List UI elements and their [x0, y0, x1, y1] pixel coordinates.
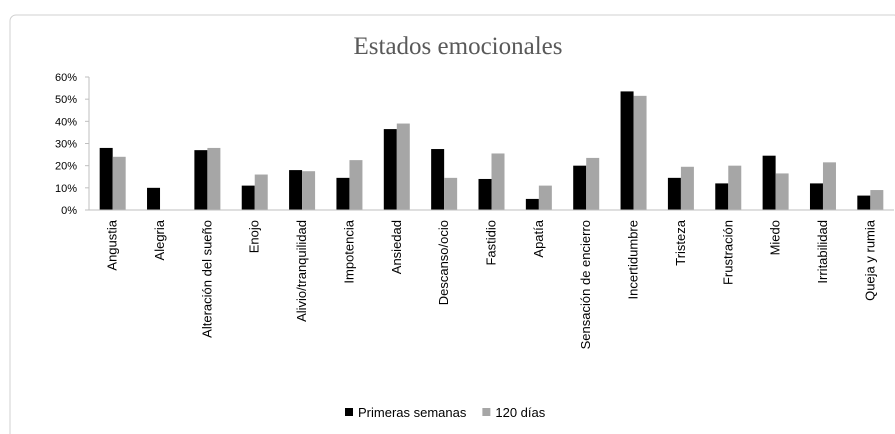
legend-label: 120 días	[495, 405, 545, 420]
x-tick-label: Incertidumbre	[626, 220, 641, 299]
bar	[667, 177, 681, 210]
bar	[396, 123, 410, 210]
x-tick-label: Miedo	[768, 220, 783, 255]
bar	[857, 195, 871, 210]
bar	[241, 185, 255, 210]
x-tick-label: Irritabilidad	[815, 220, 830, 284]
bar	[775, 173, 789, 210]
bar	[99, 147, 113, 210]
bar	[349, 160, 363, 210]
x-tick-label: Ansiedad	[389, 220, 404, 274]
bar	[586, 157, 600, 210]
bar	[715, 183, 729, 210]
y-tick-label: 30%	[55, 139, 77, 151]
bar	[538, 185, 552, 210]
x-tick-label: Enojo	[247, 220, 262, 253]
y-tick-label: 50%	[55, 94, 77, 106]
y-tick-label: 60%	[55, 72, 77, 84]
bar	[289, 170, 303, 210]
bar	[147, 187, 161, 210]
legend-label: Primeras semanas	[358, 405, 467, 420]
bar	[336, 177, 350, 210]
bar	[383, 129, 397, 210]
x-tick-label: Alteración del sueño	[199, 220, 214, 338]
x-tick-label: Frustración	[720, 220, 735, 285]
bar	[491, 153, 505, 210]
x-tick-label: Queja y rumia	[862, 219, 877, 301]
chart-frame	[9, 14, 895, 434]
x-tick-label: Angustia	[105, 219, 120, 270]
bar	[728, 165, 742, 210]
x-tick-label: Impotencia	[341, 219, 356, 283]
x-tick-label: Sensación de encierro	[578, 220, 593, 349]
bar	[762, 155, 776, 210]
x-tick-label: Alivio/tranquilidad	[294, 220, 309, 322]
x-tick-label: Tristeza	[673, 219, 688, 266]
bar	[680, 166, 694, 210]
y-tick-label: 40%	[55, 116, 77, 128]
y-tick-label: 0%	[61, 205, 77, 217]
y-tick-label: 20%	[55, 161, 77, 173]
bar	[809, 183, 823, 210]
chart-title: Estados emocionales	[354, 33, 563, 60]
legend-swatch	[345, 408, 353, 416]
bar	[254, 174, 268, 210]
x-tick-label: Fastidio	[484, 220, 499, 266]
x-tick-label: Apatía	[531, 219, 546, 257]
bar	[525, 198, 539, 210]
legend-swatch	[482, 408, 491, 416]
bar	[633, 95, 647, 210]
bar	[444, 177, 458, 210]
bar	[302, 171, 316, 210]
bar	[822, 162, 836, 210]
y-tick-label: 10%	[55, 183, 77, 195]
bar	[207, 147, 221, 210]
bar	[431, 149, 445, 210]
bar	[112, 156, 126, 210]
bar	[870, 190, 884, 210]
x-tick-label: Descanso/ocio	[436, 220, 451, 305]
bar	[573, 165, 587, 210]
x-tick-label: Alegria	[152, 219, 167, 260]
bar	[194, 150, 208, 210]
bar	[620, 91, 634, 210]
bar	[478, 178, 492, 210]
